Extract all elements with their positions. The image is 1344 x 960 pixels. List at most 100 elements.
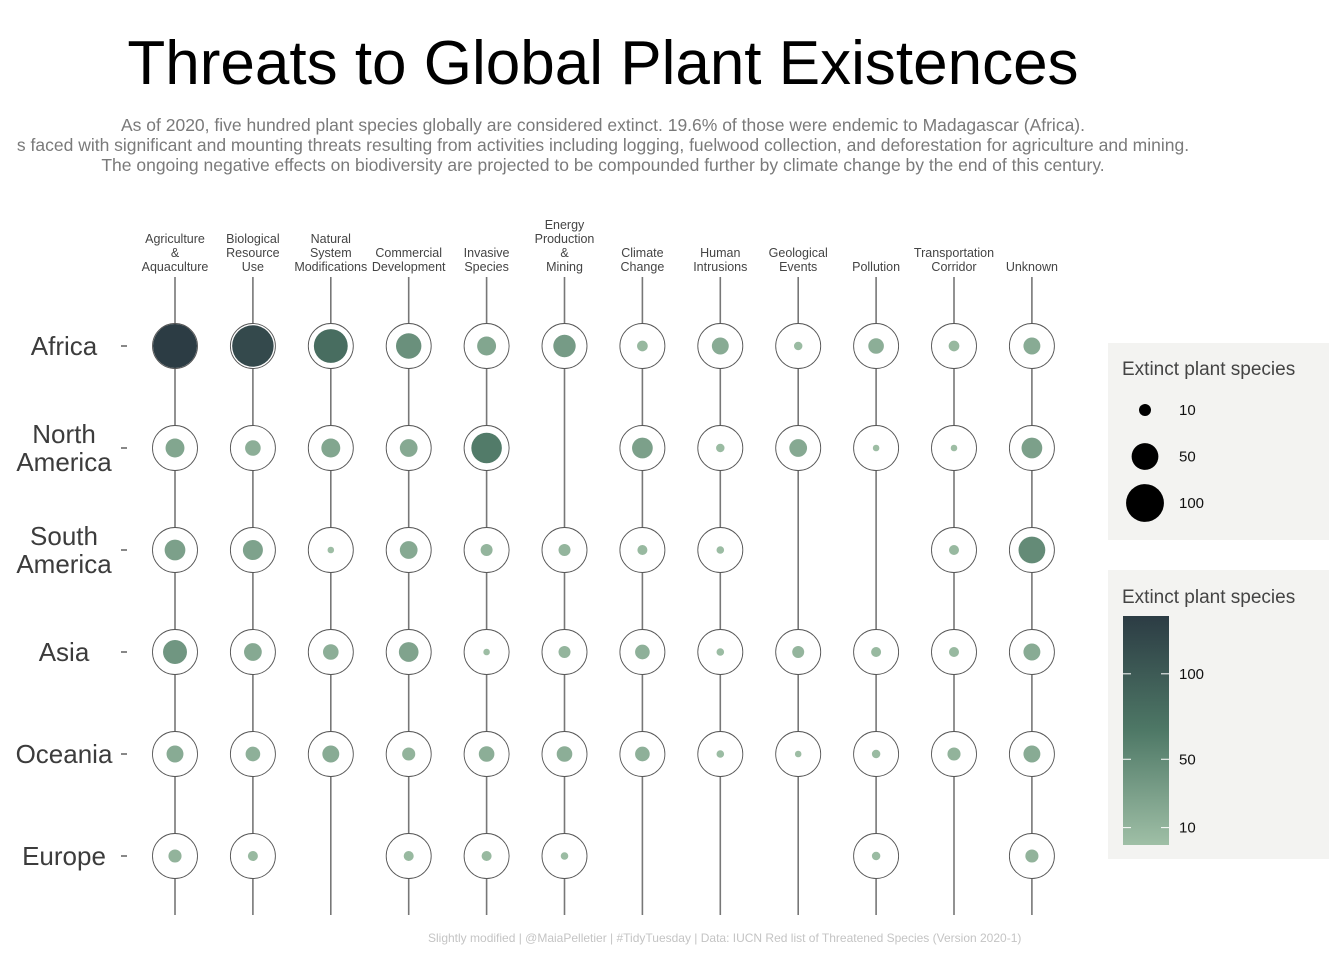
size-legend-label: 50 [1179, 449, 1196, 466]
data-point [792, 646, 805, 658]
size-legend-dot [1139, 404, 1151, 416]
data-point [321, 438, 341, 458]
data-point [947, 747, 961, 761]
chart-title: Threats to Global Plant Existences [127, 29, 1079, 98]
subtitle-line-1: As of 2020, five hundred plant species g… [120, 115, 1085, 135]
data-point [403, 850, 414, 862]
column-label: Pollution [852, 260, 900, 274]
subtitle-line-2: s faced with significant and mounting th… [16, 135, 1190, 155]
data-point [632, 437, 653, 459]
column-spines [174, 277, 1033, 915]
data-point [948, 340, 960, 352]
data-point [164, 539, 186, 561]
row-label: Asia [39, 637, 90, 667]
data-point [163, 640, 187, 664]
data-point [244, 643, 262, 661]
color-legend: Extinct plant species 10 50 100 [1108, 570, 1329, 859]
color-legend-label: 10 [1179, 820, 1196, 837]
data-point [635, 746, 650, 762]
data-point [399, 541, 418, 559]
data-point [1018, 536, 1046, 564]
data-point [245, 746, 261, 762]
column-label: Biological Resource Use [226, 232, 280, 274]
data-point [477, 336, 497, 356]
data-point [478, 746, 495, 762]
column-labels: Agriculture & Aquaculture Biological Resourc… [142, 218, 1058, 274]
data-point [232, 325, 274, 367]
column-label: Unknown [1006, 260, 1058, 274]
column-label: Agriculture & Aquaculture [142, 232, 209, 274]
data-point [793, 341, 803, 351]
data-point [716, 750, 725, 758]
row-label: North America [16, 419, 112, 477]
data-point [1023, 337, 1041, 355]
data-point [1023, 745, 1041, 763]
size-legend-label: 10 [1179, 402, 1196, 419]
data-point [716, 443, 725, 453]
data-point [166, 745, 184, 763]
data-point [242, 539, 263, 561]
data-points [152, 323, 1055, 879]
size-legend-dot [1131, 443, 1159, 470]
column-label: Invasive Species [464, 246, 510, 274]
data-point [872, 444, 880, 452]
column-label: Commercial Development [372, 246, 446, 274]
chart-subtitle: As of 2020, five hundred plant species g… [0, 115, 1206, 175]
data-point [471, 432, 502, 464]
data-point [868, 338, 884, 354]
data-point [560, 852, 569, 860]
color-legend-ticks: 10 50 100 [1123, 666, 1204, 837]
data-point [716, 546, 725, 554]
data-point [153, 324, 197, 368]
data-point [556, 746, 573, 762]
size-legend-keys: 10 50 100 [1126, 402, 1204, 522]
row-label: Oceania [16, 739, 113, 769]
data-point [480, 544, 493, 556]
data-point [1021, 437, 1043, 459]
column-label: Transportation Corridor [914, 246, 994, 274]
data-point [558, 646, 571, 658]
size-legend-title: Extinct plant species [1122, 359, 1295, 380]
data-point [398, 642, 419, 662]
subtitle-line-3: The ongoing negative effects on biodiver… [101, 155, 1105, 175]
row-label: Africa [31, 331, 98, 361]
data-point [637, 340, 648, 352]
column-label: Human Intrusions [693, 246, 747, 274]
data-point [637, 544, 648, 556]
color-legend-label: 50 [1179, 751, 1196, 768]
color-legend-title: Extinct plant species [1122, 587, 1295, 608]
data-point [635, 644, 650, 660]
data-point [948, 646, 960, 658]
data-point [483, 648, 490, 656]
data-point [871, 851, 881, 861]
column-label: Energy Production & Mining [535, 218, 595, 274]
data-point [1023, 643, 1041, 661]
data-point [871, 749, 881, 759]
data-point [395, 333, 422, 359]
size-legend-label: 100 [1179, 495, 1204, 512]
data-point [313, 329, 348, 363]
data-point [789, 439, 808, 457]
data-point [168, 849, 182, 863]
data-point [558, 544, 571, 556]
color-legend-label: 100 [1179, 666, 1204, 683]
data-point [1025, 849, 1039, 863]
column-label: Climate Change [621, 246, 665, 274]
row-labels: Africa North America South America Asia Oceani… [16, 331, 127, 871]
data-point [245, 440, 261, 456]
row-label: Europe [22, 841, 106, 871]
data-point [165, 438, 185, 458]
size-legend: Extinct plant species 10 50 100 [1108, 343, 1329, 540]
data-point [711, 337, 729, 355]
chart-caption: Slightly modified | @MaiaPelletier | #Ti… [428, 931, 1022, 945]
data-point [716, 648, 725, 656]
data-point [322, 745, 340, 763]
data-point [553, 334, 576, 358]
data-point [399, 439, 418, 457]
size-legend-dot [1126, 484, 1164, 522]
row-label: South America [16, 521, 112, 579]
colorbar [1123, 616, 1169, 845]
data-point [950, 444, 958, 452]
column-label: Natural System Modifications [294, 232, 367, 274]
